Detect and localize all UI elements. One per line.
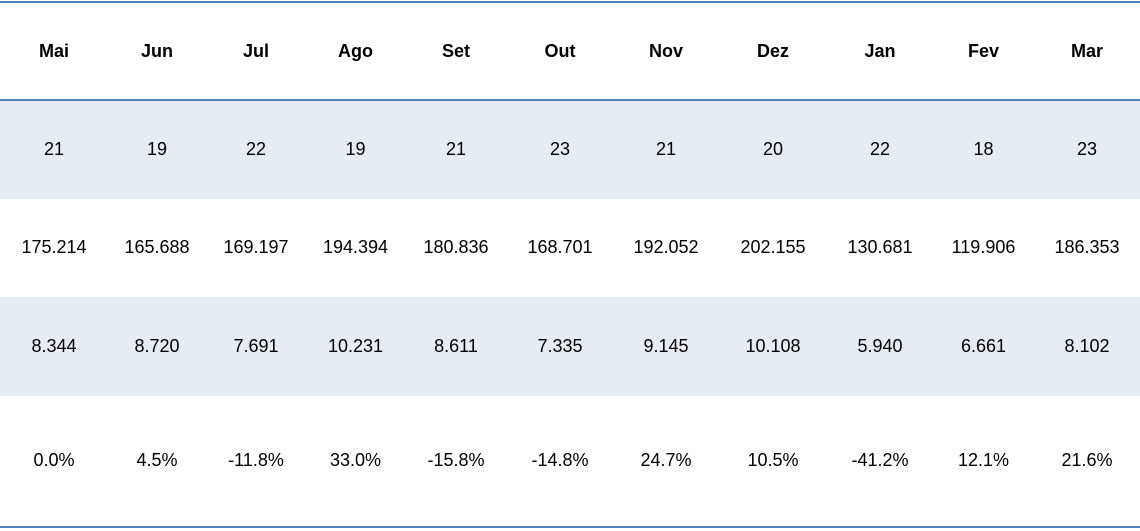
table-cell: 192.052 bbox=[633, 237, 699, 258]
table-cell: 21 bbox=[445, 139, 467, 160]
table-cell: 119.906 bbox=[951, 237, 1016, 258]
table-cell: 18 bbox=[973, 139, 994, 160]
table-cell: 23 bbox=[1076, 139, 1098, 160]
table-cell: 9.145 bbox=[643, 335, 689, 356]
table-cell: 5.940 bbox=[857, 335, 903, 356]
table-cell: -14.8% bbox=[531, 450, 589, 470]
table-cell: -15.8% bbox=[427, 450, 485, 470]
table-cell: 202.155 bbox=[740, 237, 806, 258]
table-row: 0.0% 4.5% -11.8% 33.0% -15.8% -14.8% 24.7% 10.5… bbox=[0, 396, 1140, 527]
table-cell: 8.344 bbox=[31, 335, 77, 356]
table-cell: 7.335 bbox=[537, 335, 583, 356]
column-header-mai: Mai bbox=[38, 40, 69, 61]
table-cell: 33.0% bbox=[329, 450, 382, 470]
column-header-ago: Ago bbox=[338, 40, 373, 61]
table-cell: -11.8% bbox=[228, 450, 284, 470]
table-cell: -41.2% bbox=[851, 450, 909, 470]
table-cell: 24.7% bbox=[640, 450, 692, 470]
table-cell: 21.6% bbox=[1061, 450, 1113, 470]
table-cell: 7.691 bbox=[233, 335, 279, 356]
table-cell: 186.353 bbox=[1054, 237, 1120, 258]
table-cell: 19 bbox=[146, 139, 168, 160]
table-cell: 21 bbox=[43, 139, 65, 160]
table-cell: 130.681 bbox=[847, 237, 913, 258]
table-cell: 22 bbox=[245, 139, 267, 160]
table-cell: 20 bbox=[762, 139, 784, 160]
table-cell: 165.688 bbox=[124, 237, 190, 258]
column-header-dez: Dez bbox=[756, 40, 789, 61]
table-cell: 10.231 bbox=[327, 335, 384, 356]
table-cell: 168.701 bbox=[527, 237, 593, 258]
column-header-nov: Nov bbox=[648, 40, 683, 61]
table-cell: 169.197 bbox=[223, 237, 289, 258]
table-cell: 194.394 bbox=[322, 237, 389, 258]
table-row: 21 19 22 19 21 23 21 20 22 18 23 bbox=[0, 100, 1140, 199]
table-cell: 10.5% bbox=[747, 450, 799, 470]
table-cell: 0.0% bbox=[33, 450, 75, 470]
table-cell: 10.108 bbox=[745, 335, 801, 356]
column-header-jun: Jun bbox=[140, 40, 173, 61]
column-header-jul: Jul bbox=[242, 40, 269, 61]
table-cell: 8.611 bbox=[434, 335, 478, 356]
table-cell: 19 bbox=[345, 139, 366, 160]
table-cell: 21 bbox=[655, 139, 677, 160]
table-cell: 175.214 bbox=[21, 237, 87, 258]
table-cell: 12.1% bbox=[957, 450, 1010, 470]
column-header-set: Set bbox=[441, 40, 470, 61]
table-cell: 22 bbox=[869, 139, 891, 160]
table-cell: 8.720 bbox=[134, 335, 180, 356]
header-row: Mai Jun Jul Ago Set Out Nov Dez Jan Fev Mar bbox=[0, 2, 1140, 100]
table-cell: 23 bbox=[549, 139, 571, 160]
column-header-mar: Mar bbox=[1070, 40, 1103, 61]
column-header-jan: Jan bbox=[864, 40, 896, 61]
table-row: 8.344 8.720 7.691 10.231 8.611 7.335 9.145 10.1… bbox=[0, 297, 1140, 396]
table-cell: 8.102 bbox=[1064, 335, 1110, 356]
table-cell: 180.836 bbox=[423, 237, 489, 258]
table-row: 175.214 165.688 169.197 194.394 180.836 168.7… bbox=[0, 199, 1140, 298]
column-header-fev: Fev bbox=[967, 40, 1000, 61]
table-cell: 4.5% bbox=[136, 450, 178, 470]
column-header-out: Out bbox=[544, 40, 576, 61]
table-cell: 6.661 bbox=[960, 335, 1007, 356]
